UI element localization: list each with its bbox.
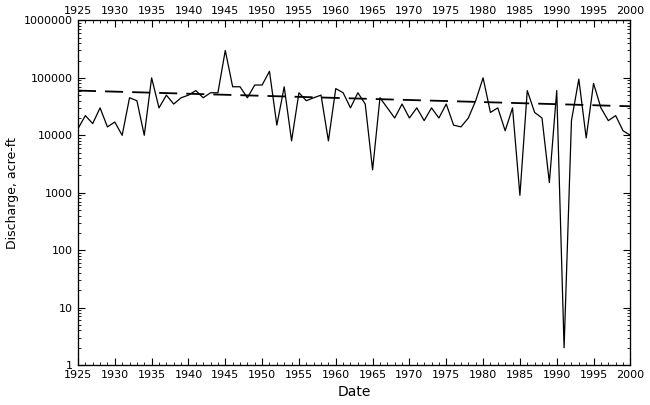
Y-axis label: Discharge, acre-ft: Discharge, acre-ft	[6, 137, 19, 249]
X-axis label: Date: Date	[337, 386, 371, 399]
